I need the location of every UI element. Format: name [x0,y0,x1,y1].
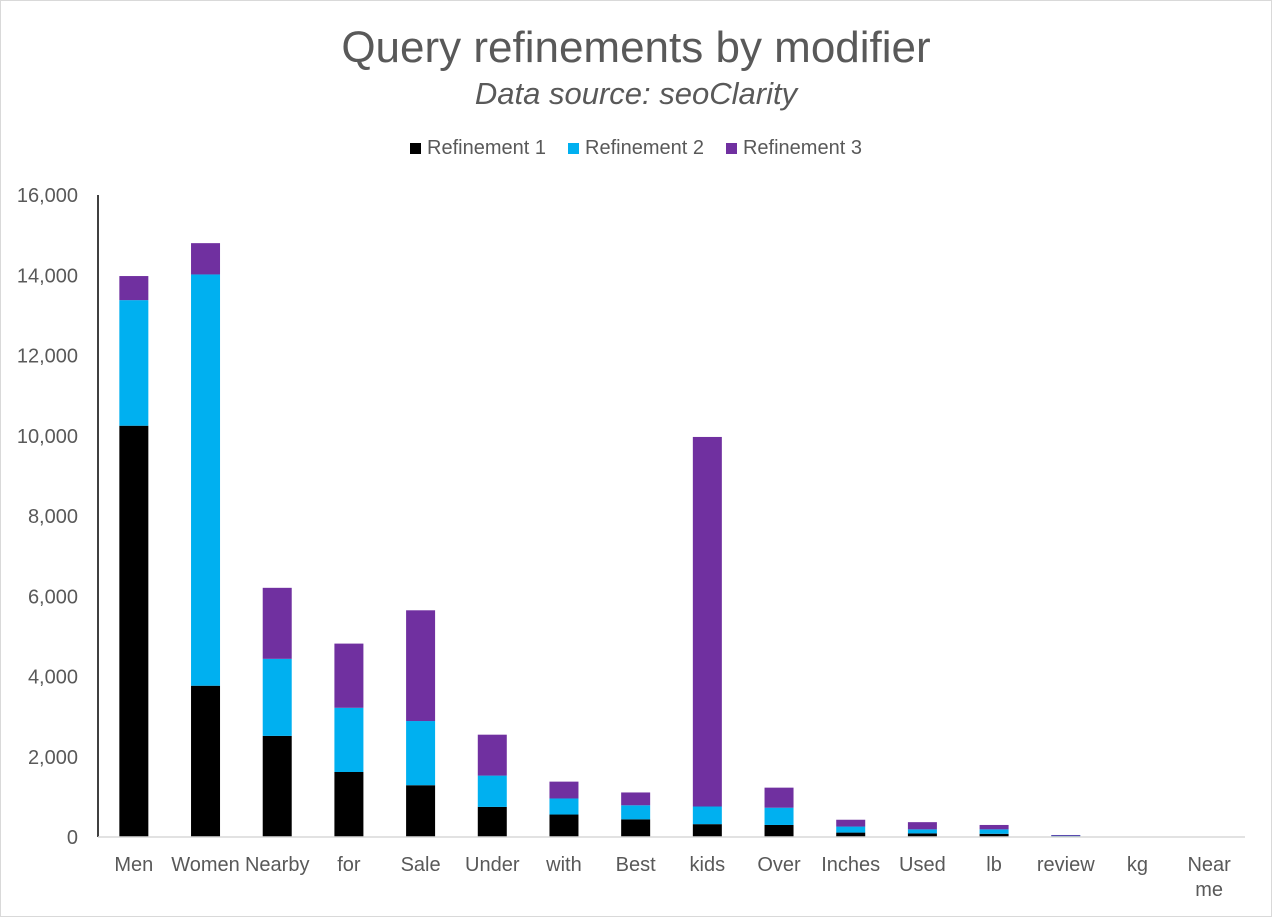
x-tick-label: Inches [821,854,880,876]
x-tick-label: Men [114,854,153,876]
legend-item-refinement-3: Refinement 3 [725,137,862,160]
bar-refinement-2 [979,829,1009,834]
x-tick-label: Sale [401,854,441,876]
bar-refinement-2 [119,300,149,426]
y-tick-label: 10,000 [17,426,78,448]
y-tick-label: 2,000 [28,747,78,769]
legend-swatch-refinement-1 [410,143,422,154]
bar-refinement-2 [764,807,794,825]
x-tick-label: review [1037,854,1095,876]
bar-refinement-1 [406,785,436,837]
y-tick-label: 4,000 [28,667,78,689]
bar-refinement-1 [191,685,221,837]
bar-refinement-2 [1051,835,1081,837]
bar-refinement-3 [191,243,221,275]
bar-refinement-3 [334,643,364,708]
legend-label-refinement-3: Refinement 3 [742,137,862,159]
bar-refinement-3 [907,822,937,830]
legend-label-refinement-1: Refinement 1 [427,137,547,159]
x-tick-label: Women [171,854,240,876]
bar-refinement-2 [191,274,221,686]
chart-title: Query refinements by modifier [341,23,931,72]
x-tick-label: Used [899,854,946,876]
bar-refinement-1 [836,832,866,837]
x-tick-label: Under [465,854,520,876]
y-tick-label: 8,000 [28,506,78,528]
x-tick-label: lb [986,854,1002,876]
bar-refinement-3 [549,781,579,799]
bar-refinement-1 [692,824,722,837]
bar-refinement-1 [764,824,794,837]
bar-refinement-1 [334,771,364,837]
y-tick-label: 16,000 [17,185,78,207]
legend-item-refinement-1: Refinement 1 [410,137,546,160]
chart-subtitle: Data source: seoClarity [474,76,798,111]
bar-refinement-1 [549,814,579,837]
legend-label-refinement-2: Refinement 2 [585,137,704,159]
bar-refinement-2 [477,775,507,807]
bar-refinement-1 [262,735,292,837]
bar-refinement-1 [907,833,937,837]
legend-swatch-refinement-2 [568,143,580,154]
bar-refinement-2 [549,798,579,815]
bar-refinement-2 [262,658,292,736]
bar-refinement-2 [836,826,866,833]
y-tick-label: 6,000 [28,586,78,608]
x-tick-label: kg [1127,854,1148,876]
bar-refinement-3 [692,436,722,807]
x-tick-label: Over [757,854,801,876]
bar-refinement-3 [836,819,866,827]
bar-refinement-3 [1051,834,1081,836]
bar-refinement-3 [477,734,507,776]
x-tick-label: kids [690,854,726,876]
x-tick-label: Near me [1187,854,1231,901]
bar-refinement-3 [764,787,794,808]
bar-refinement-2 [907,829,937,834]
bar-refinement-2 [334,707,364,772]
bar-refinement-3 [979,824,1009,830]
bar-refinement-1 [621,819,651,837]
y-tick-label: 14,000 [17,265,78,287]
x-tick-label: for [337,854,361,876]
bar-refinement-1 [979,833,1009,837]
bar-refinement-2 [621,805,651,820]
chart-legend: Refinement 1 Refinement 2 Refinement 3 [0,137,1272,160]
bar-refinement-3 [406,610,436,722]
bar-refinement-3 [119,276,149,301]
legend-swatch-refinement-3 [725,143,737,154]
y-tick-label: 0 [67,827,78,849]
bar-refinement-3 [621,792,651,806]
legend-item-refinement-2: Refinement 2 [568,137,704,160]
bar-refinement-2 [406,721,436,786]
bar-refinement-2 [692,806,722,825]
x-tick-label: Best [616,854,656,876]
y-tick-label: 12,000 [17,346,78,368]
x-tick-label: with [545,854,582,876]
bar-refinement-1 [477,806,507,837]
bar-refinement-3 [262,587,292,659]
x-tick-label: Nearby [245,854,309,876]
bar-refinement-1 [119,425,149,837]
